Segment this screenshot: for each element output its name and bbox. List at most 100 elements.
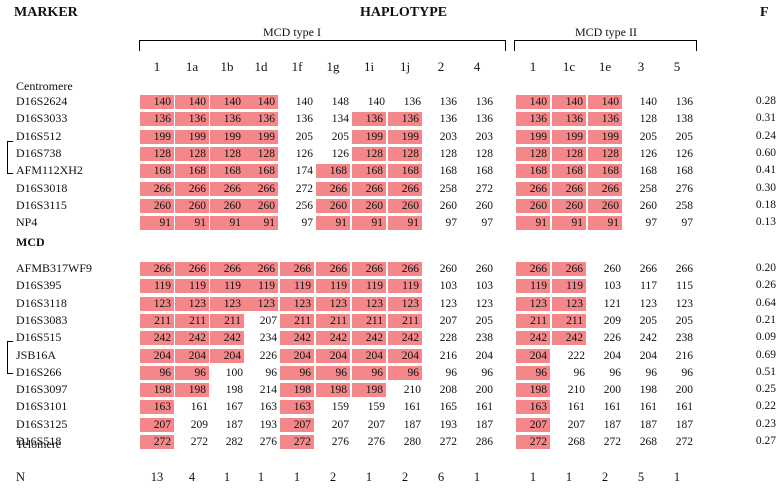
table-cell: 136 bbox=[588, 112, 622, 127]
table-cell: 161 bbox=[639, 401, 657, 414]
table-cell: 140 bbox=[367, 96, 385, 108]
table-cell: 199 bbox=[352, 129, 386, 144]
table-cell: 266 bbox=[552, 262, 586, 276]
table-cell: 136 bbox=[439, 113, 457, 126]
table-cell: 140 bbox=[244, 95, 278, 109]
column-header: 1j bbox=[399, 59, 411, 74]
f-value: 0.41 bbox=[755, 164, 776, 177]
table-cell: 238 bbox=[475, 332, 493, 345]
f-value: 0.31 bbox=[755, 112, 776, 125]
table-cell: 242 bbox=[352, 331, 386, 346]
column-header: 1a bbox=[185, 59, 199, 74]
table-cell: 123 bbox=[516, 296, 550, 311]
table-cell: 168 bbox=[388, 164, 422, 179]
table-cell: 128 bbox=[175, 146, 209, 161]
table-cell: 128 bbox=[140, 146, 174, 161]
table-cell: 187 bbox=[603, 418, 621, 431]
table-cell: 266 bbox=[352, 262, 386, 276]
f-value: 0.25 bbox=[755, 383, 776, 396]
table-cell: 167 bbox=[225, 401, 243, 414]
n-value: 1 bbox=[529, 470, 537, 484]
table-cell: 272 bbox=[516, 435, 550, 449]
table-cell: 123 bbox=[244, 296, 278, 311]
column-header: 1c bbox=[562, 59, 576, 74]
table-cell: 199 bbox=[588, 129, 622, 144]
marker-label: D16S515 bbox=[16, 330, 62, 345]
f-value: 0.30 bbox=[755, 181, 776, 194]
table-cell: 272 bbox=[295, 182, 313, 195]
n-value: 5 bbox=[637, 470, 645, 484]
table-cell: 136 bbox=[403, 96, 421, 108]
table-cell: 128 bbox=[475, 147, 493, 160]
n-value: 13 bbox=[150, 470, 164, 484]
table-cell: 204 bbox=[280, 348, 314, 363]
table-cell: 91 bbox=[316, 216, 350, 231]
table-cell: 161 bbox=[475, 401, 493, 414]
table-cell: 222 bbox=[567, 349, 585, 362]
table-cell: 97 bbox=[681, 217, 694, 230]
column-header: 2 bbox=[437, 59, 445, 74]
table-cell: 260 bbox=[439, 263, 457, 275]
table-cell: 187 bbox=[639, 418, 657, 431]
table-cell: 242 bbox=[175, 331, 209, 346]
table-cell: 272 bbox=[675, 436, 693, 448]
table-cell: 187 bbox=[675, 418, 693, 431]
f-value: 0.24 bbox=[755, 129, 776, 142]
table-cell: 136 bbox=[140, 112, 174, 127]
table-cell: 140 bbox=[588, 95, 622, 109]
table-cell: 199 bbox=[552, 129, 586, 144]
table-cell: 199 bbox=[244, 129, 278, 144]
table-cell: 119 bbox=[552, 279, 586, 294]
n-value: 1 bbox=[293, 470, 301, 484]
table-cell: 96 bbox=[280, 365, 314, 380]
n-value: 1 bbox=[565, 470, 573, 484]
table-cell: 204 bbox=[210, 348, 244, 363]
table-cell: 211 bbox=[280, 313, 314, 328]
table-cell: 256 bbox=[295, 199, 313, 212]
table-cell: 140 bbox=[140, 95, 174, 109]
table-cell: 276 bbox=[259, 436, 277, 448]
n-value: 1 bbox=[257, 470, 265, 484]
table-cell: 242 bbox=[388, 331, 422, 346]
group-bracket-mcd-type-1 bbox=[139, 40, 506, 51]
column-header: 1 bbox=[153, 59, 161, 74]
table-cell: 260 bbox=[588, 198, 622, 213]
f-value: 0.60 bbox=[755, 146, 776, 159]
table-cell: 126 bbox=[331, 147, 349, 160]
table-cell: 161 bbox=[567, 401, 585, 414]
table-cell: 91 bbox=[140, 216, 174, 231]
table-cell: 91 bbox=[244, 216, 278, 231]
table-cell: 128 bbox=[210, 146, 244, 161]
table-cell: 266 bbox=[280, 262, 314, 276]
table-cell: 210 bbox=[567, 384, 585, 397]
table-cell: 128 bbox=[588, 146, 622, 161]
table-cell: 242 bbox=[516, 331, 550, 346]
table-cell: 96 bbox=[140, 365, 174, 380]
table-cell: 123 bbox=[210, 296, 244, 311]
f-value: 0.22 bbox=[755, 400, 776, 413]
table-cell: 140 bbox=[639, 96, 657, 108]
table-cell: 119 bbox=[280, 279, 314, 294]
table-cell: 187 bbox=[225, 418, 243, 431]
table-cell: 260 bbox=[210, 198, 244, 213]
table-cell: 121 bbox=[603, 297, 621, 310]
marker-label: D16S266 bbox=[16, 364, 62, 379]
table-cell: 258 bbox=[675, 199, 693, 212]
table-cell: 123 bbox=[475, 297, 493, 310]
table-cell: 119 bbox=[210, 279, 244, 294]
table-cell: 100 bbox=[225, 366, 243, 379]
table-cell: 96 bbox=[573, 366, 586, 379]
table-cell: 123 bbox=[439, 297, 457, 310]
table-cell: 204 bbox=[388, 348, 422, 363]
table-cell: 209 bbox=[603, 314, 621, 327]
table-cell: 266 bbox=[516, 262, 550, 276]
table-cell: 96 bbox=[445, 366, 458, 379]
table-cell: 238 bbox=[675, 332, 693, 345]
column-header: 1g bbox=[326, 59, 340, 74]
column-header: 1i bbox=[363, 59, 375, 74]
table-cell: 258 bbox=[439, 182, 457, 195]
marker-label: AFMB317WF9 bbox=[16, 261, 93, 275]
table-cell: 242 bbox=[140, 331, 174, 346]
table-cell: 260 bbox=[439, 199, 457, 212]
table-cell: 193 bbox=[439, 418, 457, 431]
